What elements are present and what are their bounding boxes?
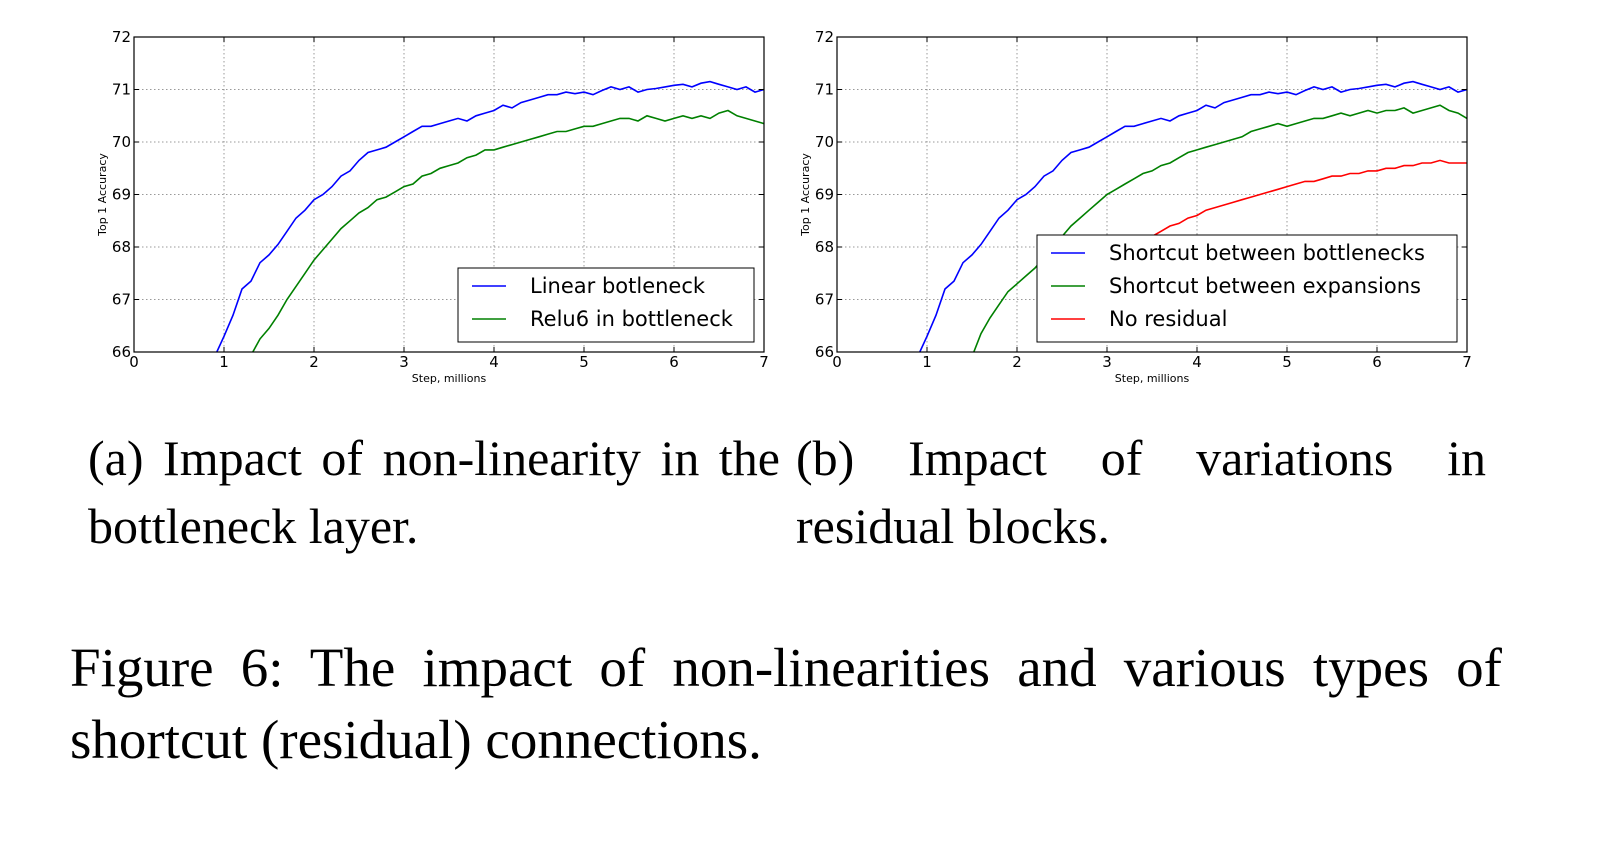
x-tick-label: 6 [669, 353, 679, 371]
y-tick-label: 69 [815, 186, 834, 204]
series-line-1 [216, 80, 764, 352]
x-tick-label: 4 [1192, 353, 1202, 371]
x-tick-label: 4 [489, 353, 499, 371]
y-tick-label: 72 [112, 28, 131, 46]
y-tick-label: 68 [112, 238, 131, 256]
legend-label: Shortcut between bottlenecks [1109, 241, 1425, 265]
x-tick-label: 2 [309, 353, 319, 371]
y-tick-label: 70 [815, 133, 834, 151]
x-tick-label: 7 [759, 353, 769, 371]
x-tick-label: 6 [1372, 353, 1382, 371]
y-axis-label: Top 1 Accuracy [799, 153, 812, 237]
x-tick-label: 5 [1282, 353, 1292, 371]
y-axis-label: Top 1 Accuracy [96, 153, 109, 237]
figure-caption: Figure 6: The impact of non-linearities … [70, 637, 1502, 770]
x-tick-label: 5 [579, 353, 589, 371]
y-tick-label: 72 [815, 28, 834, 46]
legend-label: Linear botleneck [530, 274, 706, 298]
x-tick-label: 7 [1462, 353, 1472, 371]
y-tick-label: 68 [815, 238, 834, 256]
legend-label: No residual [1109, 307, 1227, 331]
x-tick-label: 0 [832, 353, 842, 371]
x-axis-label: Step, millions [412, 372, 487, 385]
x-tick-label: 1 [922, 353, 932, 371]
y-tick-label: 66 [815, 343, 834, 361]
x-axis-label: Step, millions [1115, 372, 1190, 385]
legend-label: Relu6 in bottleneck [530, 307, 734, 331]
legend-label: Shortcut between expansions [1109, 274, 1421, 298]
y-tick-label: 71 [112, 81, 131, 99]
series-line-1 [919, 80, 1467, 352]
legend-box [1036, 234, 1458, 343]
series-line-2 [252, 109, 764, 352]
x-tick-label: 0 [129, 353, 139, 371]
y-tick-label: 66 [112, 343, 131, 361]
y-tick-label: 67 [112, 291, 131, 309]
x-tick-label: 3 [1102, 353, 1112, 371]
y-tick-label: 69 [112, 186, 131, 204]
legend-box [457, 267, 755, 343]
x-tick-label: 3 [399, 353, 409, 371]
subcaption-b: (b) Impact of variations in residual blo… [796, 430, 1486, 554]
x-tick-label: 2 [1012, 353, 1022, 371]
y-tick-label: 67 [815, 291, 834, 309]
y-tick-label: 71 [815, 81, 834, 99]
subcaption-a: (a) Impact of non-linearity in the bottl… [88, 430, 780, 554]
x-tick-label: 1 [219, 353, 229, 371]
y-tick-label: 70 [112, 133, 131, 151]
